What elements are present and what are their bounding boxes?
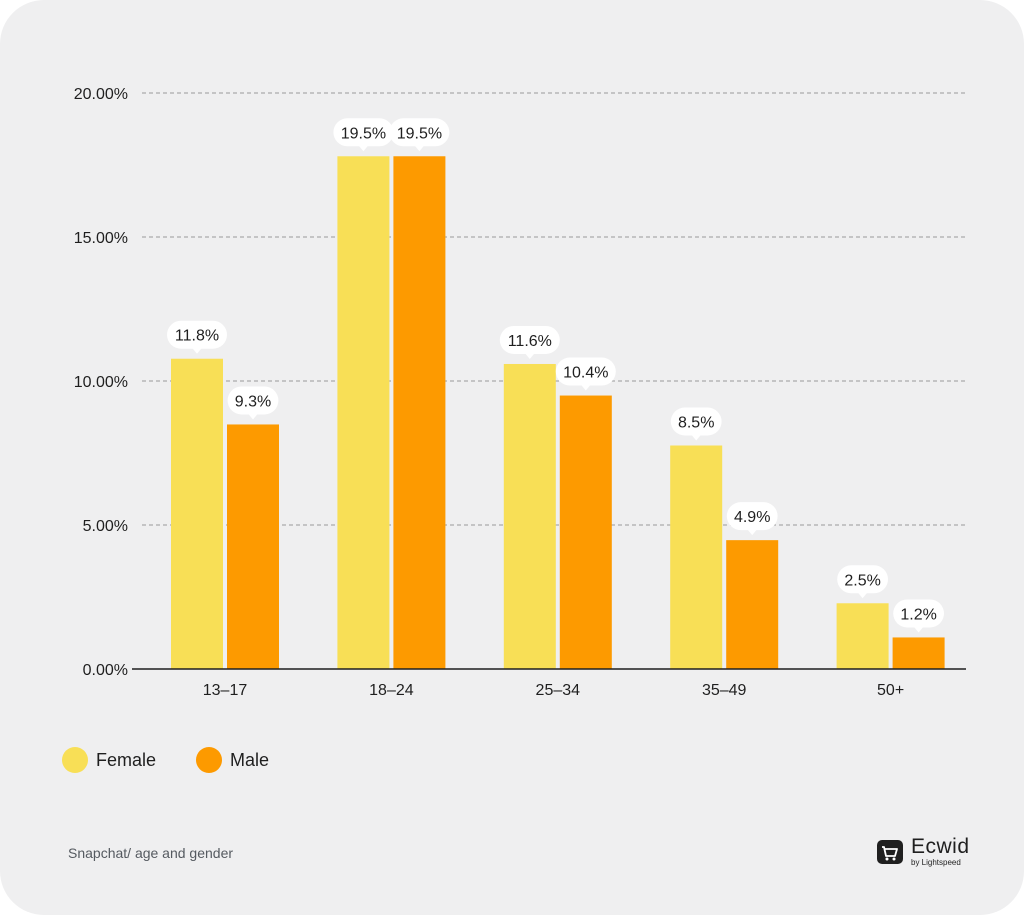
y-tick-label: 15.00% (74, 230, 128, 247)
bar-male (559, 395, 612, 669)
data-label: 19.5% (341, 125, 386, 142)
x-tick-label: 35–49 (702, 682, 747, 699)
y-tick-label: 5.00% (83, 518, 128, 535)
bar-male (726, 540, 779, 669)
brand-logo: Ecwid by Lightspeed (877, 836, 970, 867)
legend-swatch-male (196, 747, 223, 773)
data-label: 8.5% (678, 414, 714, 431)
data-label: 19.5% (397, 125, 442, 142)
bar-female (337, 156, 390, 669)
legend-label-male: Male (230, 749, 270, 770)
data-label: 1.2% (900, 606, 936, 623)
data-label-bubble (893, 599, 944, 628)
bar-male (393, 156, 446, 669)
legend-label-female: Female (96, 749, 157, 770)
x-tick-label: 13–17 (203, 682, 248, 699)
data-label-pointer (747, 529, 758, 536)
data-label-bubble (726, 502, 778, 531)
data-label-bubble (555, 357, 616, 386)
data-label: 11.8% (175, 328, 219, 345)
bar-female (836, 603, 889, 669)
data-label: 2.5% (844, 572, 880, 589)
chart-caption: Snapchat/ age and gender (68, 845, 234, 861)
legend-item-male: Male (196, 747, 269, 773)
bar-male (227, 424, 279, 669)
data-label-pointer (248, 413, 258, 420)
data-label-pointer (524, 352, 535, 359)
bar-female (171, 358, 223, 669)
data-label-pointer (857, 592, 868, 599)
bar-female (503, 363, 556, 669)
legend-swatch-female (62, 747, 88, 773)
data-label-pointer (580, 384, 591, 391)
data-label: 10.4% (563, 365, 608, 382)
data-label-bubble (333, 118, 394, 147)
data-label-pointer (192, 347, 202, 354)
data-label-pointer (913, 626, 924, 633)
data-label-bubble (837, 565, 888, 594)
bar-female (670, 445, 723, 669)
x-tick-label: 50+ (877, 682, 904, 699)
data-label: 9.3% (235, 393, 271, 410)
brand-sub: by Lightspeed (911, 858, 961, 867)
data-label: 4.9% (734, 509, 770, 526)
legend: Female Male (62, 747, 269, 773)
data-label-bubble (227, 386, 279, 415)
bar-male (892, 637, 945, 669)
legend-item-female: Female (62, 747, 156, 773)
data-label-bubble (670, 407, 722, 436)
data-label-pointer (358, 145, 369, 152)
data-label-pointer (691, 434, 702, 441)
y-tick-label: 10.00% (74, 374, 128, 391)
data-label-pointer (414, 145, 425, 152)
y-tick-label: 0.00% (83, 662, 128, 679)
y-tick-label: 20.00% (74, 86, 128, 103)
data-label-bubble (499, 325, 560, 354)
data-label-bubble (389, 118, 450, 147)
data-label-bubble (167, 320, 227, 349)
data-label: 11.6% (508, 333, 552, 350)
cart-icon (877, 839, 903, 864)
x-tick-label: 18–24 (369, 682, 414, 699)
x-tick-label: 25–34 (536, 682, 581, 699)
brand-name: Ecwid (911, 835, 970, 858)
